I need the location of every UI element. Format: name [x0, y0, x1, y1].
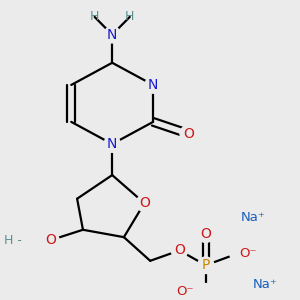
Text: Na⁺: Na⁺: [241, 212, 266, 224]
Circle shape: [180, 125, 196, 142]
Circle shape: [104, 26, 120, 43]
Text: O⁻: O⁻: [177, 285, 194, 298]
Text: N: N: [148, 78, 158, 92]
Circle shape: [145, 77, 161, 93]
Text: P: P: [202, 258, 210, 272]
Circle shape: [230, 245, 246, 262]
Text: O: O: [45, 233, 56, 247]
Text: O: O: [174, 244, 185, 257]
Text: Na⁺: Na⁺: [253, 278, 277, 291]
Circle shape: [171, 242, 188, 259]
Text: O: O: [200, 227, 211, 241]
Text: H: H: [125, 11, 134, 23]
Text: O: O: [183, 127, 194, 141]
Text: O: O: [139, 196, 150, 210]
Circle shape: [136, 195, 152, 211]
Text: N: N: [107, 28, 117, 42]
Text: O⁻: O⁻: [239, 247, 257, 260]
Circle shape: [104, 136, 120, 152]
Circle shape: [198, 257, 214, 274]
Text: H: H: [90, 11, 99, 23]
Circle shape: [198, 284, 214, 300]
Text: N: N: [107, 137, 117, 151]
Circle shape: [43, 232, 59, 248]
Text: H -: H -: [4, 234, 22, 247]
Circle shape: [198, 226, 214, 242]
